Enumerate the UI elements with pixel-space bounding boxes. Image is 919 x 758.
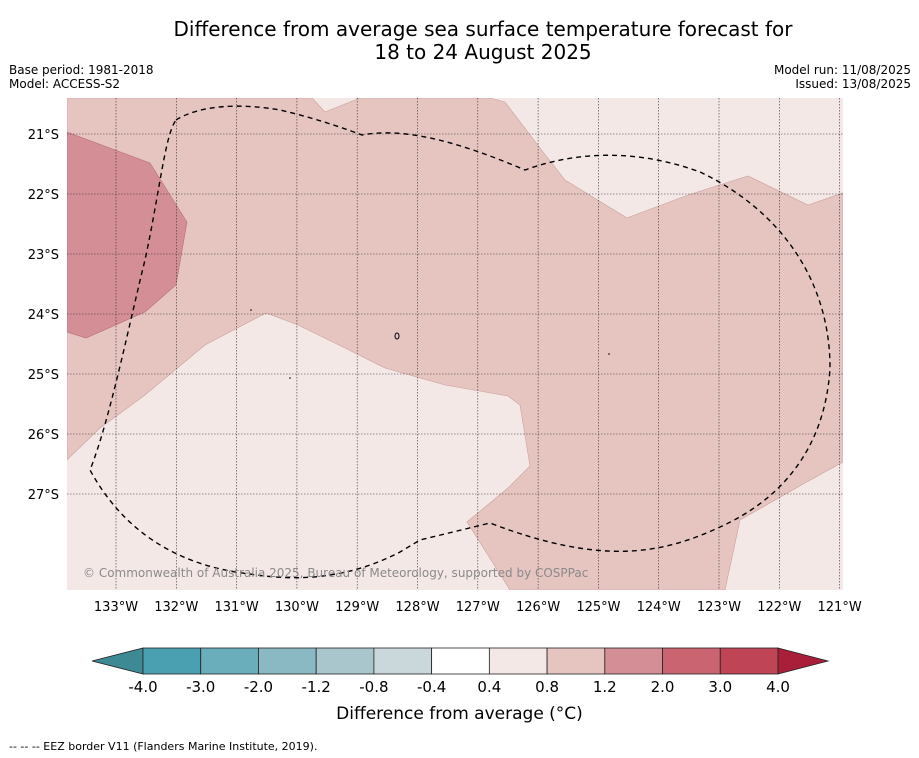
base-period: Base period: 1981-2018 (9, 63, 154, 77)
colorbar-tick-label: 0.8 (535, 678, 559, 696)
latitude-tick-label: 21°S (28, 128, 59, 143)
colorbar-tick-label: -3.0 (186, 678, 215, 696)
longitude-tick-label: 122°W (757, 600, 801, 615)
longitude-tick-label: 121°W (818, 600, 862, 615)
longitude-tick-label: 132°W (154, 600, 198, 615)
island (394, 332, 400, 340)
colorbar-segment (719, 647, 779, 675)
colorbar-segment (200, 647, 259, 675)
colorbar-tick-label: -4.0 (128, 678, 157, 696)
map-area (67, 98, 843, 590)
colorbar: -4.0 -3.0 -2.0 -1.2 -0.8 -0.4 0.4 0.8 1.2 2.0 3.0 4… (91, 647, 830, 696)
colorbar-over-arrow (777, 647, 830, 675)
model-run: Model run: 11/08/2025 (773, 63, 911, 77)
colorbar-segment (546, 647, 606, 675)
title-line-1: Difference from average sea surface temp… (173, 17, 793, 41)
longitude-tick-label: 123°W (697, 600, 741, 615)
colorbar-tick-label: -2.0 (244, 678, 273, 696)
colorbar-tick-label: 0.4 (477, 678, 501, 696)
longitude-tick-label: 126°W (516, 600, 560, 615)
colorbar-segment (488, 647, 548, 675)
issued-date: Issued: 13/08/2025 (795, 77, 911, 91)
latitude-tick-label: 27°S (28, 488, 59, 503)
latitude-tick-label: 22°S (28, 188, 59, 203)
island (289, 377, 291, 379)
colorbar-segment (258, 647, 317, 675)
island (250, 309, 252, 311)
anomaly-region-strong (67, 131, 188, 339)
colorbar-segment (142, 647, 202, 675)
model-name: Model: ACCESS-S2 (9, 77, 121, 91)
colorbar-under-arrow (91, 647, 144, 675)
eez-border (89, 105, 831, 579)
colorbar-label: Difference from average (°C) (336, 704, 583, 724)
colorbar-segment (315, 647, 375, 675)
longitude-tick-label: 128°W (395, 600, 439, 615)
colorbar-tick-label: 2.0 (651, 678, 675, 696)
gridlines (67, 98, 843, 590)
longitude-labels: 133°W 132°W 131°W 130°W 129°W 128°W 127°W 126°W… (94, 600, 862, 615)
meta-right: Model run: 11/08/2025 Issued: 13/08/2025 (774, 63, 911, 91)
footnote: -- -- -- EEZ border V11 (Flanders Marine… (9, 740, 318, 753)
colorbar-segment (604, 647, 663, 675)
longitude-tick-label: 130°W (275, 600, 319, 615)
latitude-tick-label: 23°S (28, 248, 59, 263)
colorbar-segment (662, 647, 721, 675)
latitude-tick-label: 26°S (28, 428, 59, 443)
colorbar-tick-label: -1.2 (302, 678, 331, 696)
credit-text: © Commonwealth of Australia 2025, Bureau… (83, 566, 588, 580)
meta-left: Base period: 1981-2018 Model: ACCESS-S2 (9, 63, 154, 91)
title-line-2: 18 to 24 August 2025 (374, 40, 592, 64)
colorbar-segment (431, 647, 490, 675)
colorbar-tick-label: -0.8 (359, 678, 388, 696)
colorbar-tick-label: 1.2 (593, 678, 617, 696)
colorbar-tick-label: 3.0 (708, 678, 732, 696)
longitude-tick-label: 125°W (576, 600, 620, 615)
latitude-tick-label: 24°S (28, 308, 59, 323)
longitude-tick-label: 129°W (335, 600, 379, 615)
longitude-tick-label: 124°W (637, 600, 681, 615)
latitude-tick-label: 25°S (28, 368, 59, 383)
colorbar-segment (373, 647, 433, 675)
latitude-labels: 21°S 22°S 23°S 24°S 25°S 26°S 27°S (28, 128, 59, 503)
island (608, 353, 610, 355)
chart-title: Difference from average sea surface temp… (0, 18, 919, 64)
longitude-tick-label: 127°W (456, 600, 500, 615)
longitude-tick-label: 131°W (215, 600, 259, 615)
longitude-tick-label: 133°W (94, 600, 138, 615)
anomaly-region-medium-main (67, 98, 843, 590)
colorbar-tick-label: 4.0 (766, 678, 790, 696)
colorbar-tick-label: -0.4 (417, 678, 446, 696)
